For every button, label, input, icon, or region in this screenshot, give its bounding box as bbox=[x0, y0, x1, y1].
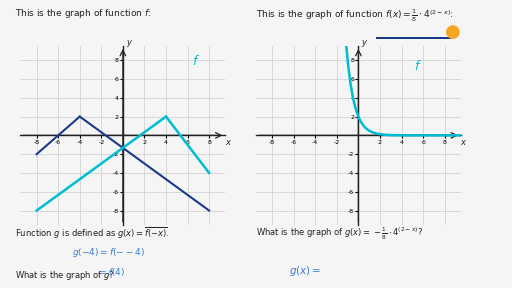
Text: This is the graph of function $f(x) = \frac{1}{8} \cdot 4^{(2-x)}$:: This is the graph of function $f(x) = \f… bbox=[256, 7, 454, 24]
Text: ●: ● bbox=[445, 23, 461, 41]
Text: $g(-4) = f(--4)$: $g(-4) = f(--4)$ bbox=[72, 246, 144, 259]
Text: What is the graph of $g(x) = -\frac{1}{8} \cdot 4^{(2-x)}$?: What is the graph of $g(x) = -\frac{1}{8… bbox=[256, 226, 423, 242]
Text: $y$: $y$ bbox=[126, 38, 133, 49]
Text: $f$: $f$ bbox=[192, 54, 200, 68]
Text: This is the graph of function $f$:: This is the graph of function $f$: bbox=[15, 7, 152, 20]
Text: What is the graph of $g$?: What is the graph of $g$? bbox=[15, 269, 115, 282]
Text: $y$: $y$ bbox=[361, 38, 369, 49]
Text: $x$: $x$ bbox=[460, 138, 467, 147]
Text: $x$: $x$ bbox=[225, 138, 232, 147]
Text: $= f(4)$: $= f(4)$ bbox=[97, 266, 125, 278]
Text: Function $g$ is defined as $g(x) = \overline{f(-x)}$.: Function $g$ is defined as $g(x) = \over… bbox=[15, 226, 170, 241]
Text: $g(x) =$: $g(x) =$ bbox=[289, 264, 322, 278]
Text: $f$: $f$ bbox=[414, 58, 422, 73]
